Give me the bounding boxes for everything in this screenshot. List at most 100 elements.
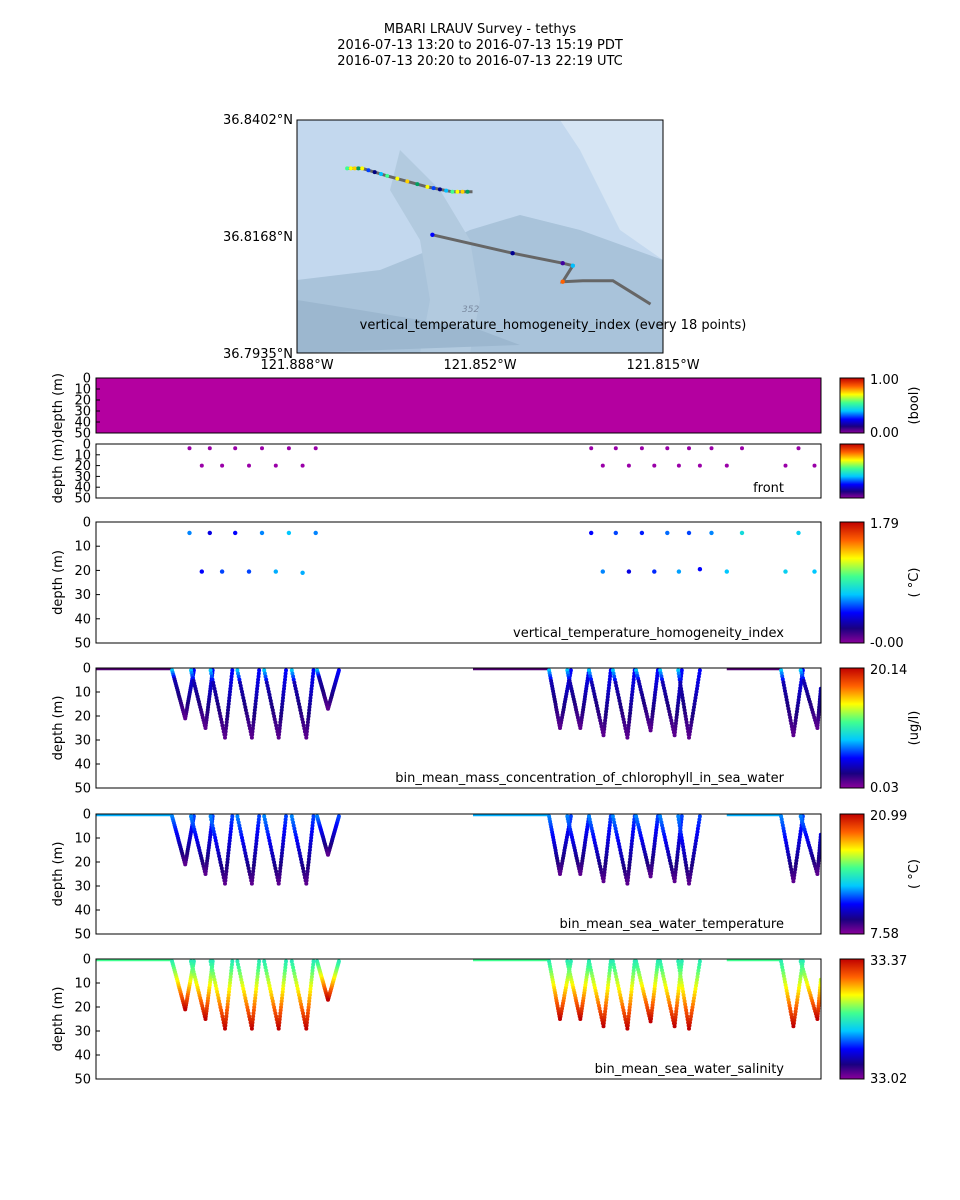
front-point <box>812 463 817 468</box>
profile-point <box>276 732 280 737</box>
profile-point <box>283 965 288 970</box>
profile-point <box>247 1014 252 1019</box>
profile-point <box>212 686 217 691</box>
profile-point <box>279 854 284 859</box>
vthi-point <box>724 569 729 574</box>
profile-point <box>686 878 691 883</box>
profile-point <box>789 721 794 726</box>
profile-point <box>306 714 311 719</box>
profile-point <box>309 829 314 834</box>
profile-point <box>685 723 690 728</box>
profile-point <box>311 671 316 676</box>
profile-point <box>226 705 231 710</box>
profile-point <box>697 668 702 673</box>
profile-point <box>674 718 679 723</box>
profile-point <box>293 829 297 834</box>
profile-point <box>266 977 271 982</box>
profile-point <box>632 820 636 825</box>
profile-point <box>306 857 311 862</box>
profile-point <box>274 1014 279 1019</box>
profile-point <box>291 823 296 828</box>
map-track-point <box>560 261 565 266</box>
profile-point <box>326 852 330 857</box>
profile-point <box>608 965 613 970</box>
profile-point <box>211 680 216 685</box>
map-panel: 352 36.8402°N 36.8168°N 36.7935°N 121.88… <box>223 113 746 373</box>
profile-point <box>683 1002 688 1007</box>
profile-point <box>284 814 288 819</box>
colorbar-gradient <box>839 377 865 434</box>
profile-point <box>660 677 664 682</box>
profile-point <box>625 1026 630 1031</box>
profile-point <box>693 841 698 846</box>
profile-point <box>695 974 700 979</box>
profile-point <box>299 711 303 716</box>
y-tick-label: 20 <box>74 856 91 871</box>
y-tick-label: 0 <box>83 662 91 677</box>
profile-point <box>239 977 244 982</box>
colorbar-gradient <box>839 813 865 935</box>
profile-point <box>629 844 634 849</box>
profile-point <box>251 866 256 871</box>
profile-point <box>264 680 269 685</box>
profile-point <box>225 711 230 716</box>
profile-point <box>305 723 310 728</box>
profile-point <box>679 832 684 837</box>
profile-point <box>210 677 215 682</box>
profile-point <box>292 971 297 976</box>
profile-point <box>246 1011 251 1016</box>
profile-point <box>794 712 799 717</box>
profile-point <box>208 814 213 819</box>
profile-point <box>630 832 635 837</box>
profile-point <box>299 1005 304 1010</box>
profile-point <box>603 861 608 866</box>
profile-point <box>627 714 632 719</box>
profile-point <box>627 1008 632 1013</box>
profile-point <box>292 826 297 831</box>
profile-point <box>262 959 267 964</box>
panel-data <box>96 814 821 886</box>
profile-point <box>697 817 702 822</box>
profile-point <box>227 844 231 849</box>
panel-frame <box>95 521 822 644</box>
y-tick-label: 10 <box>74 383 91 398</box>
profile-point <box>235 668 240 673</box>
profile-point <box>631 680 636 685</box>
profile-point <box>612 820 617 825</box>
profile-point <box>229 971 233 976</box>
profile-point <box>301 866 305 871</box>
y-tick-label: 0 <box>83 808 91 823</box>
map-track-point <box>415 182 420 187</box>
map-track-point <box>444 188 449 193</box>
profile-point <box>263 965 268 970</box>
profile-point <box>243 851 248 856</box>
profile-point <box>226 702 231 706</box>
profile-point <box>214 986 219 991</box>
profile-point <box>796 843 801 848</box>
vthi-point <box>697 567 703 572</box>
panel-plot-area <box>96 444 821 498</box>
profile-point <box>302 726 307 731</box>
profile-point <box>276 1023 280 1028</box>
profile-point <box>677 823 682 828</box>
profile-point <box>245 1008 250 1013</box>
profile-point <box>238 829 243 834</box>
profile-point <box>237 823 242 828</box>
profile-point <box>669 1012 674 1017</box>
profile-point <box>239 832 244 837</box>
profile-point <box>306 863 311 868</box>
profile-point <box>672 1024 677 1029</box>
profile-point <box>568 814 573 819</box>
profile-point <box>253 996 258 1001</box>
profile-point <box>209 674 214 679</box>
profile-point <box>683 714 688 719</box>
profile-point <box>326 997 330 1002</box>
vthi-point <box>233 530 238 536</box>
vthi-point <box>665 530 670 536</box>
profile-point <box>225 1005 230 1010</box>
profile-point <box>628 857 633 862</box>
profile-point <box>305 1011 310 1016</box>
y-tick-label: 20 <box>74 394 91 409</box>
profile-point <box>216 996 221 1001</box>
